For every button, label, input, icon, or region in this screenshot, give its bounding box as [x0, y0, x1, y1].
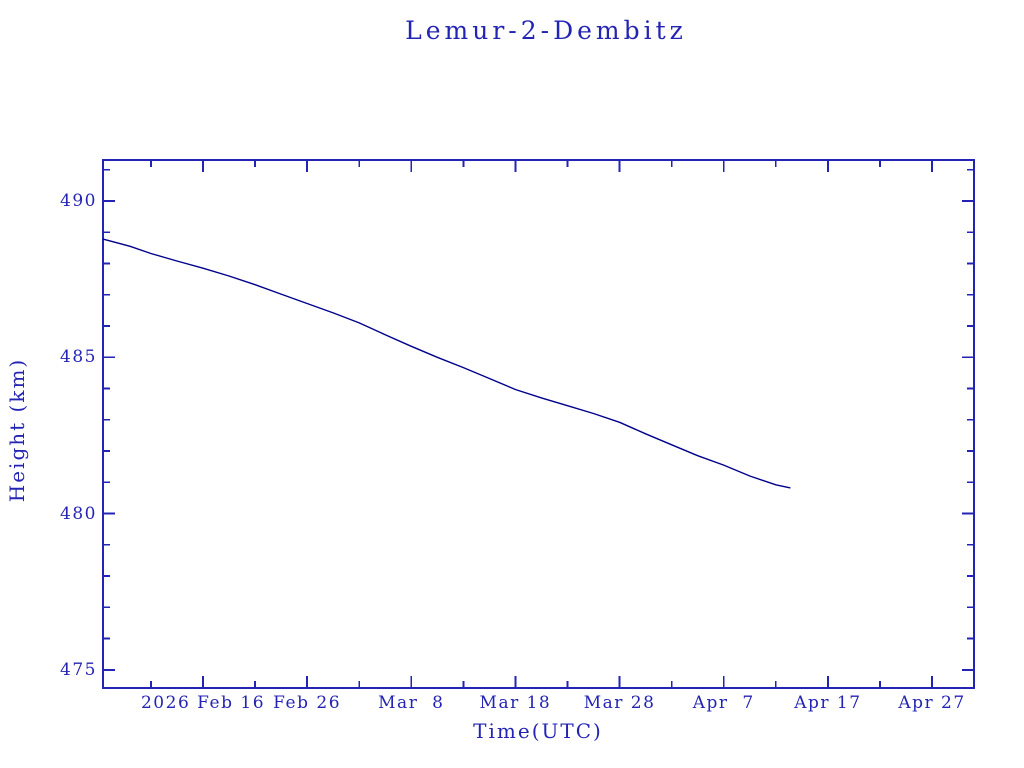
y-tick-label: 485 — [60, 347, 97, 368]
x-tick-label: Apr 17 — [794, 693, 862, 713]
y-tick-label: 480 — [60, 503, 97, 524]
x-tick-label: Feb 26 — [273, 693, 342, 713]
x-axis-title: Time(UTC) — [473, 719, 603, 743]
height-data-line — [102, 238, 791, 489]
chart-title: Lemur-2-Dembitz — [405, 16, 687, 45]
plot-frame — [102, 159, 975, 689]
x-tick-label: Mar 28 — [583, 693, 656, 713]
y-tick-label: 475 — [60, 659, 97, 680]
y-tick-label: 490 — [60, 191, 97, 211]
x-tick-label: Apr 7 — [692, 693, 755, 713]
x-tick-label: 2026 Feb 16 — [140, 693, 266, 713]
x-tick-label: Mar 8 — [378, 693, 445, 713]
x-tick-label: Mar 18 — [479, 693, 552, 713]
y-axis-title: Height (km) — [5, 357, 29, 503]
x-tick-label: Apr 27 — [898, 693, 966, 713]
